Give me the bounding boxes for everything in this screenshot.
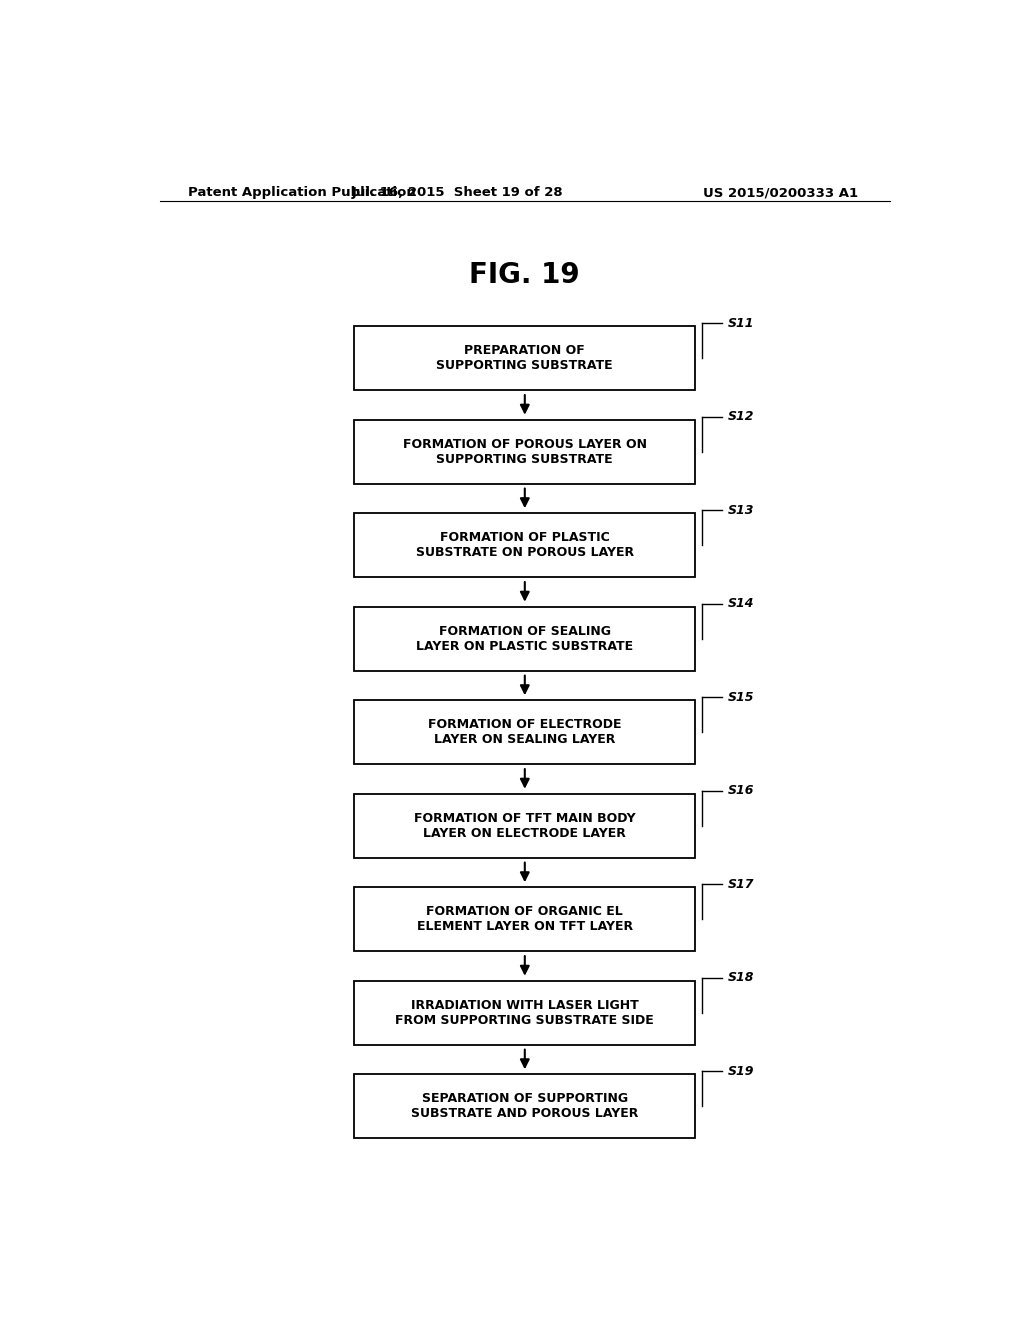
Text: S16: S16 [728,784,755,797]
Text: S14: S14 [728,597,755,610]
Text: S18: S18 [728,972,755,985]
Text: PREPARATION OF
SUPPORTING SUBSTRATE: PREPARATION OF SUPPORTING SUBSTRATE [436,345,613,372]
Text: US 2015/0200333 A1: US 2015/0200333 A1 [703,186,858,199]
Text: S12: S12 [728,411,755,424]
Bar [354,420,695,483]
Bar [354,700,695,764]
Text: FORMATION OF POROUS LAYER ON
SUPPORTING SUBSTRATE: FORMATION OF POROUS LAYER ON SUPPORTING … [402,438,647,466]
Text: Jul. 16, 2015  Sheet 19 of 28: Jul. 16, 2015 Sheet 19 of 28 [351,186,563,199]
Text: FORMATION OF ELECTRODE
LAYER ON SEALING LAYER: FORMATION OF ELECTRODE LAYER ON SEALING … [428,718,622,746]
Bar [354,1074,695,1138]
Text: S15: S15 [728,690,755,704]
Text: S17: S17 [728,878,755,891]
Bar [354,607,695,671]
Text: IRRADIATION WITH LASER LIGHT
FROM SUPPORTING SUBSTRATE SIDE: IRRADIATION WITH LASER LIGHT FROM SUPPOR… [395,999,654,1027]
Bar [354,887,695,952]
Text: FORMATION OF ORGANIC EL
ELEMENT LAYER ON TFT LAYER: FORMATION OF ORGANIC EL ELEMENT LAYER ON… [417,906,633,933]
Text: FIG. 19: FIG. 19 [469,261,581,289]
Text: Patent Application Publication: Patent Application Publication [187,186,416,199]
Bar [354,513,695,577]
Text: FORMATION OF SEALING
LAYER ON PLASTIC SUBSTRATE: FORMATION OF SEALING LAYER ON PLASTIC SU… [416,624,634,652]
Text: S11: S11 [728,317,755,330]
Text: SEPARATION OF SUPPORTING
SUBSTRATE AND POROUS LAYER: SEPARATION OF SUPPORTING SUBSTRATE AND P… [411,1092,639,1121]
Bar [354,326,695,391]
Text: FORMATION OF PLASTIC
SUBSTRATE ON POROUS LAYER: FORMATION OF PLASTIC SUBSTRATE ON POROUS… [416,531,634,560]
Text: S13: S13 [728,503,755,516]
Text: FORMATION OF TFT MAIN BODY
LAYER ON ELECTRODE LAYER: FORMATION OF TFT MAIN BODY LAYER ON ELEC… [414,812,636,840]
Bar [354,793,695,858]
Bar [354,981,695,1044]
Text: S19: S19 [728,1065,755,1077]
